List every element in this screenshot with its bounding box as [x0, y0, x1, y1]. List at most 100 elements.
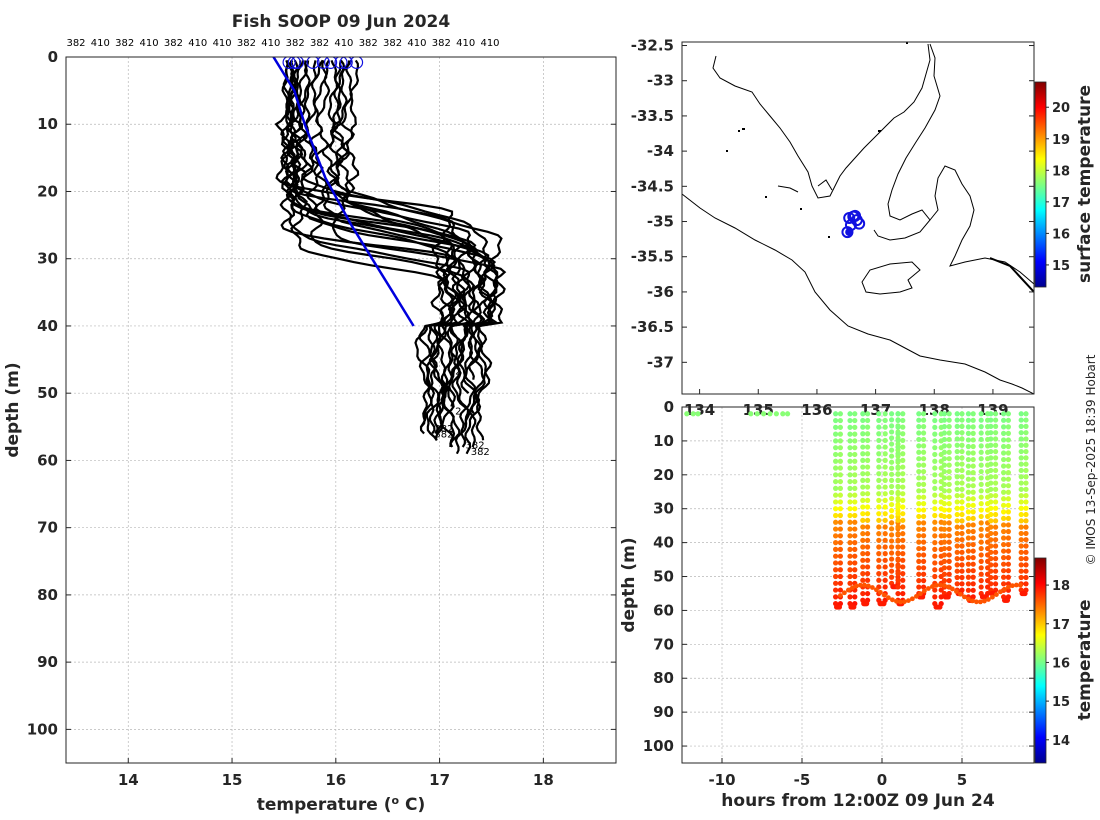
timeseries-cast-point — [833, 472, 839, 478]
timeseries-cast-point — [941, 424, 948, 430]
timeseries-cast-point — [876, 504, 882, 510]
timeseries-cast-point — [946, 443, 952, 449]
profile-top-label: 410 — [213, 38, 232, 49]
timeseries-cast-point — [1018, 417, 1024, 423]
timeseries-cast-point — [932, 546, 938, 553]
timeseries-cast-point — [1005, 463, 1012, 469]
timeseries-cast-point — [852, 417, 858, 424]
timeseries-cast-point — [833, 499, 839, 505]
timeseries-cast-point — [954, 543, 960, 549]
timeseries-cast-point — [993, 423, 999, 429]
timeseries-cast-point — [833, 478, 839, 485]
map-ticks: -32.5 -33 -33.5 -34 -34.5 -35 -35.5 -36 -36.5 -37… — [631, 37, 1034, 419]
timeseries-cast-point — [882, 557, 888, 563]
timeseries-cast-point — [921, 436, 927, 443]
temperature-colorbar — [1034, 557, 1047, 764]
timeseries-cast-point — [921, 501, 927, 507]
timeseries-cast-point — [852, 560, 858, 566]
timeseries-cast-point — [865, 451, 871, 457]
timeseries-cast-point — [860, 471, 866, 477]
timeseries-cast-point — [852, 485, 858, 491]
timeseries-cast-point — [946, 513, 952, 520]
timeseries-cast-point — [1005, 574, 1012, 580]
timeseries-cast-point — [954, 430, 960, 436]
timeseries-cast-point — [876, 431, 882, 437]
timeseries-cast-point — [833, 438, 839, 444]
timeseries-cast-point — [895, 451, 901, 457]
temperature-colorbar-tick-label: 15 — [1052, 695, 1070, 710]
timeseries-cast-point — [932, 587, 938, 593]
timeseries-cast-point — [860, 537, 866, 543]
timeseries-cast-point — [946, 520, 952, 526]
chart-title: Fish SOOP 09 Jun 2024 — [232, 12, 451, 32]
timeseries-cast-point — [978, 449, 984, 455]
timeseries-cast-point — [889, 574, 895, 580]
timeseries-cast-point — [921, 533, 927, 539]
reference-profile-line — [272, 57, 415, 327]
timeseries-cast-point — [882, 437, 888, 444]
timeseries-bottom-trace-point — [982, 598, 987, 604]
timeseries-cast-point — [978, 513, 984, 520]
timeseries-cast-point — [965, 561, 972, 567]
timeseries-cast-point — [946, 462, 952, 468]
timeseries-bottom-trace-point — [906, 598, 911, 603]
timeseries-cast-point — [921, 545, 927, 552]
timeseries-cast-point — [860, 571, 866, 577]
timeseries-cast-point — [900, 557, 906, 563]
timeseries-cast-point — [1005, 411, 1012, 417]
timeseries-cast-point — [993, 562, 999, 568]
timeseries-cast-point — [993, 505, 999, 511]
timeseries-cast-point — [1005, 581, 1012, 587]
surface-colorbar-tick-label: 17 — [1052, 196, 1070, 211]
timeseries-cast-point — [941, 533, 948, 539]
timeseries-cast-point — [860, 590, 866, 597]
timeseries-cast-point — [833, 424, 839, 430]
timeseries-bottom-trace-point — [978, 599, 983, 605]
timeseries-cast-point — [1005, 424, 1012, 430]
timeseries-cast-point — [970, 548, 976, 554]
timeseries-cast-point — [1023, 411, 1029, 417]
timeseries-cast-point — [847, 533, 853, 539]
timeseries-bottom-trace-point — [994, 592, 999, 597]
timeseries-cast-point — [954, 581, 960, 587]
timeseries-cast-point — [1018, 448, 1024, 455]
timeseries-cast-point — [847, 438, 853, 444]
timeseries-cast-point — [895, 484, 901, 490]
profile-axes-box — [65, 56, 617, 764]
timeseries-cast-point — [978, 424, 984, 430]
timeseries-cast-point — [970, 502, 976, 508]
timeseries-cast-point — [860, 424, 866, 430]
timeseries-cast-point — [959, 486, 965, 492]
timeseries-cast-point — [882, 464, 888, 470]
timeseries-bottom-trace-point — [930, 584, 935, 589]
timeseries-cast-point — [865, 524, 871, 530]
timeseries-cast-point — [865, 411, 871, 417]
timeseries-cast-point — [932, 465, 938, 471]
timeseries-cast-point — [954, 549, 960, 555]
timeseries-cast-point — [833, 540, 839, 546]
map-y-tick-label: -32.5 — [631, 37, 674, 55]
timeseries-cast-point — [965, 515, 972, 522]
timeseries-cast-point — [965, 581, 972, 587]
timeseries-cast-point — [1018, 411, 1024, 417]
timeseries-cast-point — [1005, 555, 1012, 561]
timeseries-cast-point — [1023, 455, 1029, 461]
timeseries-cast-point — [865, 471, 871, 477]
timeseries-cast-point — [876, 424, 882, 430]
timeseries-cast-point — [833, 567, 839, 573]
timeseries-cast-point — [978, 430, 984, 436]
map-y-tick-label: -34 — [647, 142, 674, 160]
timeseries-cast-point — [988, 493, 994, 499]
timeseries-bottom-trace-point — [850, 585, 855, 591]
timeseries-surface-point — [767, 411, 773, 417]
timeseries-cast-point — [895, 471, 901, 477]
timeseries-cast-point — [900, 464, 906, 470]
timeseries-cast-point — [1023, 511, 1029, 518]
timeseries-cast-point — [978, 456, 984, 462]
timeseries-cast-point — [946, 507, 952, 513]
y-axis-label: depth (m) — [3, 362, 23, 457]
timeseries-cast-point — [1018, 574, 1024, 581]
timeseries-cast-point — [847, 519, 853, 525]
timeseries-cast-point — [900, 457, 906, 463]
timeseries-cast-point — [900, 577, 906, 583]
